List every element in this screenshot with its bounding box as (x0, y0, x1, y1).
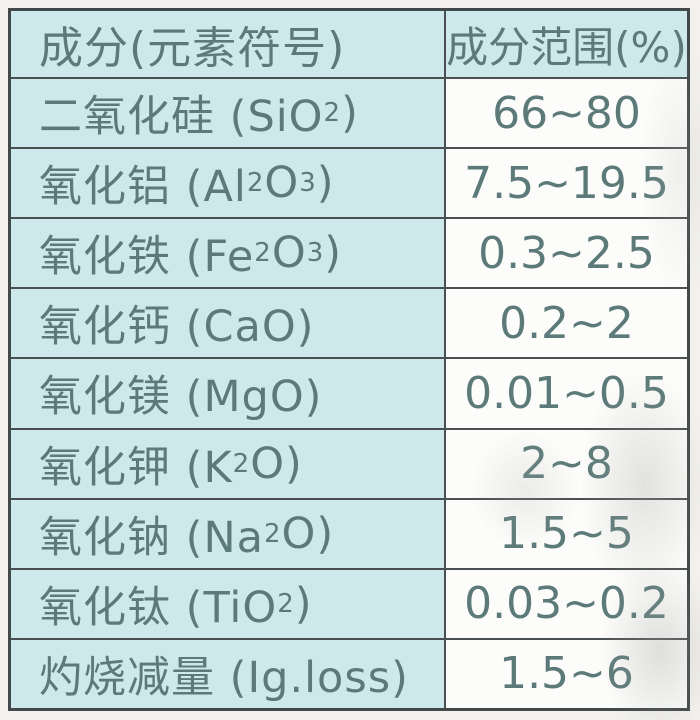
component-cell: 氧化铝 (Al 2 O 3) (11, 149, 446, 218)
table-row: 二氧化硅 (SiO 2) 66~80 (11, 77, 687, 148)
component-cell: 氧化钙 (CaO) (11, 289, 446, 358)
range-cell: 1.5~5 (446, 499, 687, 568)
component-cell: 氧化钠 (Na 2 O) (11, 499, 446, 568)
component-cell: 氧化钾 (K 2 O) (11, 429, 446, 498)
range-cell: 0.3~2.5 (446, 219, 687, 288)
component-cell: 二氧化硅 (SiO 2) (11, 79, 446, 148)
range-cell: 0.2~2 (446, 289, 687, 358)
table-row: 氧化钙 (CaO) 0.2~2 (11, 287, 687, 358)
range-cell: 7.5~19.5 (446, 149, 687, 218)
table-row: 氧化铁 (Fe 2 O 3) 0.3~2.5 (11, 217, 687, 288)
header-component: 成分(元素符号) (11, 11, 446, 77)
table-row: 氧化钠 (Na 2 O) 1.5~5 (11, 497, 687, 568)
component-cell: 氧化镁 (MgO) (11, 359, 446, 428)
component-cell: 灼烧减量 (Ig.loss) (11, 639, 446, 708)
table-row: 氧化镁 (MgO) 0.01~0.5 (11, 357, 687, 428)
component-cell: 氧化铁 (Fe 2 O 3) (11, 219, 446, 288)
table-row: 氧化钛 (TiO 2) 0.03~0.2 (11, 567, 687, 638)
table-row: 灼烧减量 (Ig.loss) 1.5~6 (11, 637, 687, 708)
header-range: 成分范围(%) (446, 11, 687, 77)
range-cell: 0.01~0.5 (446, 359, 687, 428)
table-row: 氧化钾 (K 2 O) 2~8 (11, 427, 687, 498)
range-cell: 1.5~6 (446, 639, 687, 708)
table-header-row: 成分(元素符号) 成分范围(%) (11, 11, 687, 77)
range-cell: 66~80 (446, 79, 687, 148)
table-row: 氧化铝 (Al 2 O 3) 7.5~19.5 (11, 147, 687, 218)
range-cell: 2~8 (446, 429, 687, 498)
component-cell: 氧化钛 (TiO 2) (11, 569, 446, 638)
range-cell: 0.03~0.2 (446, 569, 687, 638)
composition-table: 成分(元素符号) 成分范围(%) 二氧化硅 (SiO 2) 66~80 氧化铝 (Al… (8, 8, 690, 711)
